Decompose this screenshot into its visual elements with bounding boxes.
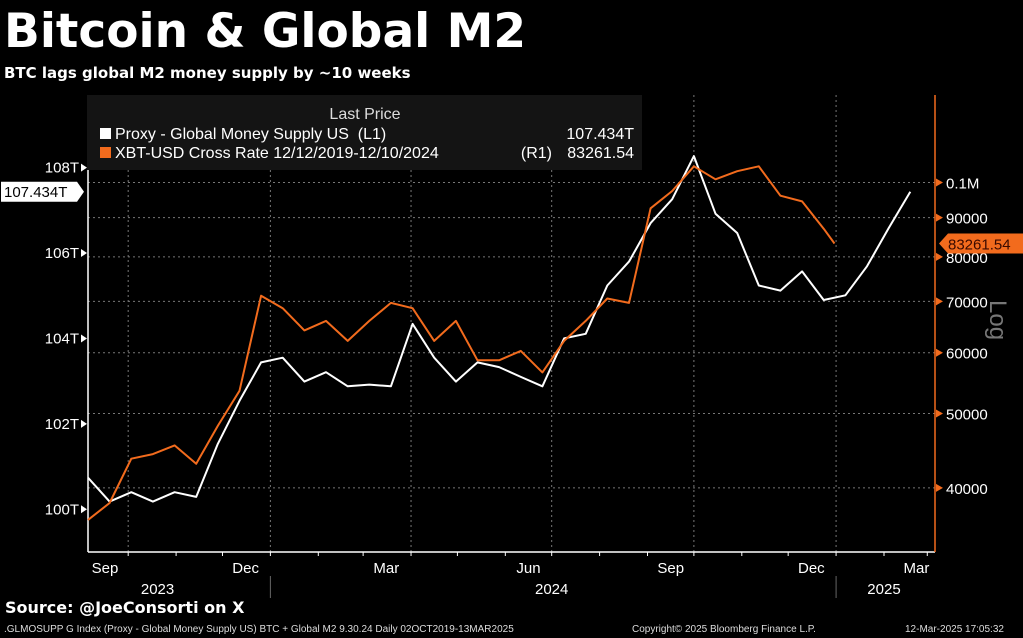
right-tick-label: 80000 [946,250,988,267]
left-tick-label: 106T [45,245,79,262]
x-tick-label: Jun [516,560,540,577]
x-tick-label: Sep [657,560,684,577]
legend-label-m2: Proxy - Global Money Supply US (L1) [115,126,386,143]
left-tick-marker [81,334,87,343]
right-tick-label: 40000 [946,481,988,498]
left-last-value-box [1,181,84,202]
left-tick-marker [81,249,87,258]
right-tick-label: 70000 [946,294,988,311]
left-tick-marker [81,419,87,428]
right-last-value-label: 83261.54 [948,237,1011,254]
x-tick-label: Dec [232,560,259,577]
legend-value-m2: 107.434T [566,126,634,143]
legend-axis-btc: (R1) [521,145,552,162]
left-tick-label: 102T [45,416,79,433]
left-tick-label: 100T [45,501,79,518]
right-tick-marker [936,348,943,357]
footer-timestamp: 12-Mar-2025 17:05:32 [905,624,1004,635]
source-credit: Source: @JoeConsorti on X [5,598,245,617]
footer-description: .GLMOSUPP G Index (Proxy - Global Money … [4,624,514,635]
gridlines [88,95,935,552]
legend-background [87,95,642,170]
left-tick-marker [81,505,87,514]
m2-series-line [87,155,912,503]
x-tick-label: Mar [373,560,399,577]
x-year-label: 2024 [535,581,568,598]
series-lines [87,155,912,521]
x-year-label: 2023 [141,581,174,598]
btc-series-line [87,165,836,521]
right-tick-marker [936,483,943,492]
right-tick-marker [936,297,943,306]
right-tick-label: 50000 [946,406,988,423]
left-tick-label: 108T [45,160,79,177]
chart-title: Bitcoin & Global M2 [4,4,527,59]
right-tick-marker [936,213,943,222]
legend-swatch-btc [100,147,111,158]
right-last-value-box [939,233,1023,254]
legend-swatch-m2 [100,128,111,139]
footer-copyright: Copyright© 2025 Bloomberg Finance L.P. [632,624,816,635]
legend: Last Price Proxy - Global Money Supply U… [87,95,642,170]
right-tick-label: 0.1M [946,175,979,192]
left-last-value-label: 107.434T [4,184,67,201]
legend-label-btc: XBT-USD Cross Rate 12/12/2019-12/10/2024 [115,145,439,162]
left-tick-label: 104T [45,330,79,347]
axes: 100T 102T 104T 106T 108T 40000 50000 60000 70000… [45,95,1011,598]
x-tick-label: Sep [92,560,119,577]
right-tick-marker [936,252,943,261]
right-tick-marker [936,409,943,418]
x-tick-label: Mar [904,560,930,577]
x-tick-label: Dec [798,560,825,577]
right-tick-marker [936,178,943,187]
legend-header: Last Price [329,106,400,123]
x-year-label: 2025 [867,581,900,598]
chart-subtitle: BTC lags global M2 money supply by ~10 w… [4,64,411,82]
right-tick-label: 60000 [946,346,988,363]
right-axis-scale-label: Log [984,300,1011,340]
legend-value-btc: 83261.54 [567,145,634,162]
right-tick-label: 90000 [946,211,988,228]
last-value-marks: 107.434T 83261.54 [1,181,1023,254]
left-tick-marker [81,163,87,172]
